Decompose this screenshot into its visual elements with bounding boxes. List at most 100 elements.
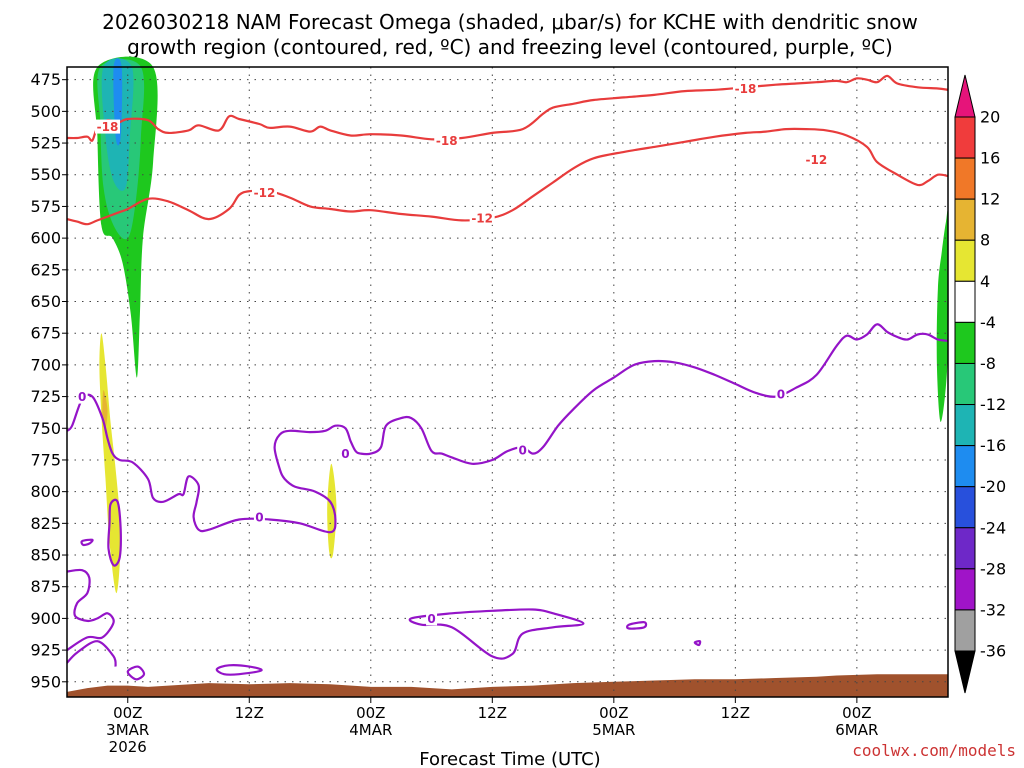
colorbar-label: -36 [980, 642, 1006, 661]
colorbar-bin--28 [954, 527, 976, 570]
plot-frame [66, 66, 949, 698]
colorbar-bin-8 [954, 198, 976, 241]
contour-label: -18 [436, 134, 458, 148]
y-axis: 475 500 525 550 575 600 625 650 675 700 725 750 775 8… [30, 70, 67, 691]
x-tick-label: 3MAR [106, 721, 149, 739]
x-axis-label: Forecast Time (UTC) [419, 749, 600, 768]
y-tick-label: 950 [30, 672, 61, 691]
contour-label: -12 [254, 186, 276, 200]
x-tick-label: 12Z [721, 704, 750, 722]
x-tick-label: 5MAR [592, 721, 635, 739]
colorbar-bin-16 [954, 116, 976, 159]
y-tick-label: 725 [30, 387, 61, 406]
y-tick-label: 825 [30, 514, 61, 533]
y-tick-label: 775 [30, 450, 61, 469]
y-tick-label: 900 [30, 609, 61, 628]
contour-label-bg [732, 81, 758, 96]
credit-text: coolwx.com/models [852, 741, 1016, 760]
y-tick-label: 875 [30, 577, 61, 596]
contour-label: -12 [471, 211, 493, 225]
colorbar: 20 16 12 8 4 -4 -8 -12 -16 -20 -24 -28 -32 -36 [954, 74, 1006, 694]
colorbar-label: -24 [980, 518, 1006, 537]
colorbar-label: -32 [980, 600, 1006, 619]
colorbar-bin--32 [954, 568, 976, 611]
contour-label-bg [253, 510, 265, 524]
colorbar-label: -20 [980, 477, 1006, 496]
contour-label: -18 [97, 120, 119, 134]
x-tick-label: 2026 [109, 738, 147, 756]
omega-shading [93, 56, 949, 594]
contour-label-bg [434, 133, 460, 148]
contour-label-bg [251, 185, 277, 200]
contour-label: 0 [777, 388, 785, 402]
omega-shade-7 [327, 463, 337, 559]
x-tick-label: 12Z [235, 704, 264, 722]
colorbar-bin-12 [954, 157, 976, 200]
colorbar-bin--4 [954, 280, 976, 323]
colorbar-label: 8 [980, 231, 990, 250]
freezing-contour-5 [626, 621, 648, 630]
colorbar-label: 20 [980, 108, 1000, 127]
dgz-contour--12 [66, 127, 949, 226]
chart-title-line2: growth region (contoured, red, ºC) and f… [127, 35, 893, 59]
y-tick-label: 800 [30, 482, 61, 501]
x-tick-label: 00Z [356, 704, 385, 722]
colorbar-bin--36 [954, 609, 976, 652]
y-tick-label: 525 [30, 134, 61, 153]
colorbar-bin--20 [954, 445, 976, 488]
freezing-contour-7 [215, 664, 263, 676]
colorbar-bin-4 [954, 239, 976, 282]
y-tick-label: 500 [30, 102, 61, 121]
colorbar-label: -8 [980, 354, 996, 373]
dgz-contours [66, 74, 949, 226]
contour-label: 0 [78, 390, 86, 404]
contour-label: 0 [255, 511, 263, 525]
colorbar-label: 4 [980, 272, 990, 291]
contour-label-bg [517, 442, 529, 457]
terrain [67, 674, 948, 697]
grid-lines [67, 67, 948, 697]
x-tick-label: 00Z [599, 704, 628, 722]
colorbar-bin--24 [954, 486, 976, 529]
freezing-contour-0 [66, 323, 949, 534]
colorbar-bottom-arrow [954, 650, 976, 694]
contour-label-bg [803, 152, 829, 167]
contour-label: 0 [427, 612, 435, 626]
contour-label: 0 [519, 443, 527, 457]
colorbar-label: -12 [980, 395, 1006, 414]
x-tick-label: 00Z [842, 704, 871, 722]
dgz-contour--18 [66, 74, 949, 142]
contour-label-bg [469, 210, 495, 225]
contour-label-bg [775, 387, 787, 402]
y-tick-label: 475 [30, 70, 61, 89]
colorbar-label: -4 [980, 313, 996, 332]
y-tick-label: 850 [30, 546, 61, 565]
contour-label: 0 [341, 447, 349, 461]
y-tick-label: 700 [30, 355, 61, 374]
y-tick-label: 575 [30, 197, 61, 216]
freezing-contour-4 [408, 608, 585, 660]
terrain-fill [67, 674, 948, 697]
freezing-contour-3 [66, 640, 117, 667]
x-tick-label: 6MAR [835, 721, 878, 739]
y-tick-label: 600 [30, 229, 61, 248]
y-tick-label: 625 [30, 260, 61, 279]
colorbar-label: 16 [980, 149, 1000, 168]
contour-label-bg [95, 119, 121, 134]
contour-label: -18 [735, 82, 757, 96]
colorbar-top-arrow [954, 74, 976, 118]
freezing-contour-1 [107, 498, 122, 567]
colorbar-label: -16 [980, 436, 1006, 455]
freezing-contour-9 [693, 640, 702, 647]
x-tick-label: 4MAR [349, 721, 392, 739]
colorbar-label: 12 [980, 190, 1000, 209]
colorbar-label: -28 [980, 559, 1006, 578]
freezing-contour-8 [80, 538, 94, 547]
contour-label: -12 [806, 153, 828, 167]
colorbar-bin--8 [954, 321, 976, 364]
freezing-contour-6 [126, 665, 146, 681]
contour-labels: -18 -18 -18 -12 -12 -12 0 0 0 0 0 0 [76, 81, 829, 626]
contour-label-bg [426, 611, 438, 626]
